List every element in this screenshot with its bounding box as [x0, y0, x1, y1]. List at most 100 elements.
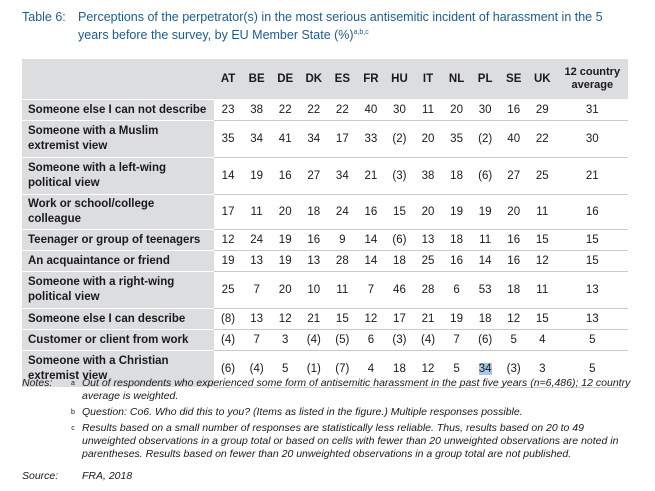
table-cell: 19 [442, 308, 471, 330]
table-row: An acquaintance or friend 19 13 19 13 28 14 18 2… [22, 250, 628, 272]
notes: Notes: a Out of respondents who experience… [22, 377, 632, 464]
cell-value: 15 [335, 313, 349, 325]
cell-value: 15 [585, 234, 599, 246]
table-cell: 5 [556, 329, 628, 351]
row-label: Someone else I can not describe [22, 99, 214, 121]
table-cell: 21 [299, 308, 329, 330]
table-cell: 18 [385, 350, 414, 388]
table-cell: 34 [470, 350, 500, 388]
table-cell: 7 [242, 271, 271, 309]
cell-value: 20 [450, 104, 463, 116]
cell-value: 4 [367, 363, 375, 375]
cell-value: 19 [278, 234, 292, 246]
cell-value: (2) [478, 133, 493, 145]
cell-value: 6 [367, 334, 375, 346]
table-cell: 18 [442, 157, 471, 195]
cell-value: 18 [307, 206, 321, 218]
table-cell: (3) [385, 329, 414, 351]
cell-value: 5 [282, 363, 289, 375]
cell-value: 6 [453, 284, 460, 296]
table-cell: 5 [499, 329, 528, 351]
table-cell: 11 [527, 271, 557, 309]
cell-value: 13 [307, 255, 321, 267]
table-cell: (8) [213, 308, 243, 330]
table-cell: 19 [270, 229, 300, 251]
table-row: Someone with a Christian extremist view (… [22, 350, 628, 388]
table-cell: 16 [499, 229, 528, 251]
table-cell: 33 [356, 120, 386, 158]
source-text: FRA, 2018 [82, 470, 133, 482]
cell-value: 18 [393, 255, 406, 267]
cell-value: 11 [536, 206, 549, 218]
table-cell: 13 [299, 250, 329, 272]
table-cell: 15 [385, 194, 414, 230]
table-cell: 18 [499, 271, 528, 309]
table-cell: (1) [299, 350, 329, 388]
table-cell: 24 [242, 229, 271, 251]
cell-value: 20 [421, 206, 435, 218]
table-cell: 16 [556, 194, 628, 230]
table-cell: 4 [356, 350, 386, 388]
table-cell: 17 [328, 120, 357, 158]
table-cell: 19 [470, 194, 500, 230]
cell-value: (5) [335, 334, 350, 346]
table-row: Teenager or group of teenagers 12 24 19 16 9 1… [22, 229, 628, 251]
table-cell: 3 [527, 350, 557, 388]
table-cell: 14 [356, 250, 386, 272]
cell-value: (1) [306, 363, 321, 375]
cell-value: 18 [393, 363, 406, 375]
row-label: Someone else I can describe [22, 308, 214, 330]
cell-value: 14 [478, 255, 492, 267]
cell-value: 19 [221, 255, 235, 267]
cell-value: 30 [585, 133, 599, 145]
table-cell: 22 [299, 99, 329, 121]
cell-value: 30 [478, 104, 492, 116]
table-cell: 20 [499, 194, 528, 230]
cell-value: 11 [422, 104, 434, 116]
cell-value: 5 [453, 363, 460, 375]
table-row: Someone else I can describe (8) 13 12 21 15 12… [22, 308, 628, 330]
cell-value: 14 [221, 170, 235, 182]
row-label: Teenager or group of teenagers [22, 229, 214, 251]
table-cell: 16 [270, 157, 300, 195]
cell-value: 3 [539, 363, 546, 375]
cell-value: 24 [335, 206, 349, 218]
note-marker: b [71, 409, 75, 416]
cell-value: 11 [479, 234, 492, 246]
table-cell: 20 [270, 271, 300, 309]
cell-value: 7 [453, 334, 460, 346]
cell-value: 40 [364, 104, 378, 116]
table-cell: 12 [499, 308, 528, 330]
cell-value: 20 [421, 133, 435, 145]
column-header: AT [213, 59, 243, 100]
note-spacer [22, 422, 64, 461]
cell-value: 23 [221, 104, 235, 116]
table-cell: 16 [442, 250, 471, 272]
cell-value: 34 [250, 133, 264, 145]
table-cell: 16 [356, 194, 386, 230]
cell-value: (4) [420, 334, 436, 346]
cell-value: 4 [539, 334, 546, 346]
table-cell: 40 [499, 120, 528, 158]
table-row: Someone with a Muslim extremist view 35 34… [22, 120, 628, 158]
table-cell: 25 [527, 157, 557, 195]
cell-value: 18 [450, 170, 463, 182]
cell-value: (3) [506, 363, 521, 375]
table-cell: (2) [385, 120, 414, 158]
table-cell: 12 [356, 308, 386, 330]
note-marker: c [71, 425, 75, 432]
cell-value: 18 [507, 284, 521, 296]
note-marker: a [71, 380, 75, 387]
table-cell: 38 [242, 99, 271, 121]
cell-value: 25 [421, 255, 435, 267]
table-cell: 15 [527, 229, 557, 251]
table-cell: 25 [413, 250, 443, 272]
table-cell: 12 [213, 229, 243, 251]
row-label: Work or school/college colleague [22, 194, 214, 230]
column-header: IT [413, 59, 443, 100]
table-cell: 15 [328, 308, 357, 330]
cell-value: 3 [282, 334, 289, 346]
table-cell: (6) [213, 350, 243, 388]
table-cell: 25 [213, 271, 243, 309]
cell-value: (6) [478, 170, 493, 182]
